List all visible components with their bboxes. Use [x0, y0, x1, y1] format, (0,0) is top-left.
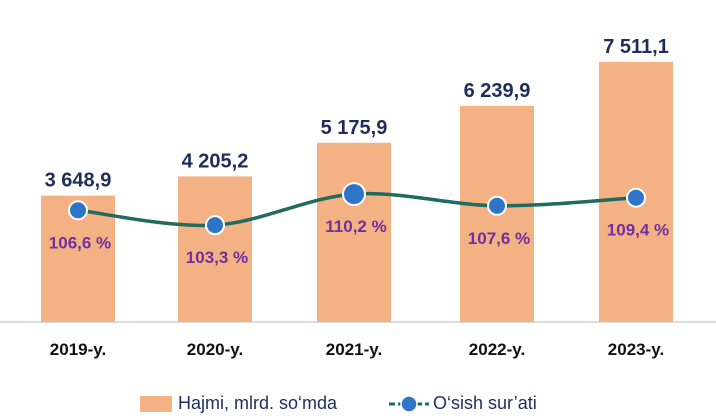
bar [317, 142, 391, 322]
growth-point [487, 195, 507, 216]
bar-value-label: 5 175,9 [321, 117, 388, 139]
legend-line-marker-icon [389, 394, 430, 413]
labels-layer: 3 648,9 2019-y. 4 205,2 2020-y. 5 175,9 2021-… [45, 36, 670, 359]
legend-growth-label: O‘sish sur’ati [433, 393, 537, 413]
growth-value-label: 109,4 % [607, 221, 669, 240]
bar [178, 176, 252, 322]
x-tick-label: 2019-y. [50, 340, 106, 359]
combo-chart: 3 648,9 2019-y. 4 205,2 2020-y. 5 175,9 2021-… [0, 36, 716, 359]
legend-bar-swatch [140, 395, 172, 412]
growth-line-layer [68, 182, 646, 236]
x-tick-label: 2020-y. [187, 340, 243, 359]
legend-item-volume: Hajmi, mlrd. so‘mda [140, 393, 337, 414]
bar-value-label: 7 511,1 [603, 36, 669, 58]
growth-value-label: 103,3 % [186, 248, 248, 267]
bar-value-label: 3 648,9 [45, 170, 112, 192]
bar-value-label: 4 205,2 [182, 150, 249, 172]
legend-volume-label: Hajmi, mlrd. so‘mda [178, 393, 338, 413]
bar-value-label: 6 239,9 [464, 80, 531, 102]
legend-item-growth: O‘sish sur’ati [389, 393, 537, 414]
legend: Hajmi, mlrd. so‘mda O‘sish sur’ati [140, 393, 589, 414]
growth-point [205, 215, 225, 236]
growth-point [626, 187, 646, 208]
growth-value-label: 110,2 % [325, 217, 386, 236]
bars-layer [41, 61, 673, 322]
x-tick-label: 2022-y. [469, 340, 525, 359]
growth-point [68, 200, 88, 221]
x-tick-label: 2021-y. [326, 340, 382, 359]
x-tick-label: 2023-y. [608, 340, 664, 359]
growth-value-label: 107,6 % [468, 229, 530, 248]
growth-point [342, 182, 366, 207]
growth-value-label: 106,6 % [49, 233, 111, 252]
